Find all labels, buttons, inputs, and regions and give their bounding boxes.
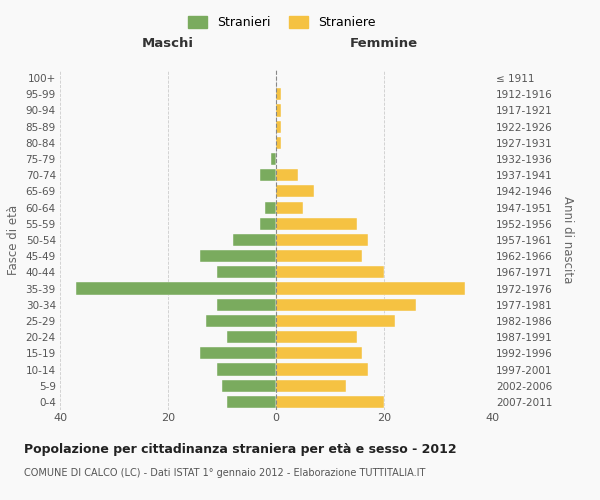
Bar <box>271 153 276 165</box>
Bar <box>276 250 362 262</box>
Bar <box>76 282 276 294</box>
Bar <box>276 234 368 246</box>
Bar <box>227 331 276 343</box>
Bar <box>276 120 281 132</box>
Bar <box>276 186 314 198</box>
Bar <box>222 380 276 392</box>
Bar <box>276 298 416 311</box>
Bar <box>217 298 276 311</box>
Bar <box>265 202 276 213</box>
Bar <box>206 315 276 327</box>
Bar <box>276 396 384 408</box>
Bar <box>276 104 281 117</box>
Y-axis label: Anni di nascita: Anni di nascita <box>561 196 574 284</box>
Bar <box>276 282 465 294</box>
Bar <box>276 364 368 376</box>
Text: Maschi: Maschi <box>142 37 194 50</box>
Bar <box>276 218 357 230</box>
Bar <box>276 88 281 101</box>
Bar <box>276 331 357 343</box>
Bar <box>233 234 276 246</box>
Bar <box>227 396 276 408</box>
Text: Femmine: Femmine <box>350 37 418 50</box>
Bar <box>276 137 281 149</box>
Bar <box>217 266 276 278</box>
Bar <box>276 348 362 360</box>
Bar <box>276 202 303 213</box>
Text: COMUNE DI CALCO (LC) - Dati ISTAT 1° gennaio 2012 - Elaborazione TUTTITALIA.IT: COMUNE DI CALCO (LC) - Dati ISTAT 1° gen… <box>24 468 425 477</box>
Bar <box>217 364 276 376</box>
Bar <box>260 218 276 230</box>
Bar <box>276 266 384 278</box>
Bar <box>260 169 276 181</box>
Bar <box>200 250 276 262</box>
Bar <box>276 380 346 392</box>
Bar <box>276 169 298 181</box>
Legend: Stranieri, Straniere: Stranieri, Straniere <box>184 11 380 34</box>
Y-axis label: Fasce di età: Fasce di età <box>7 205 20 275</box>
Bar <box>276 315 395 327</box>
Text: Popolazione per cittadinanza straniera per età e sesso - 2012: Popolazione per cittadinanza straniera p… <box>24 442 457 456</box>
Bar <box>200 348 276 360</box>
